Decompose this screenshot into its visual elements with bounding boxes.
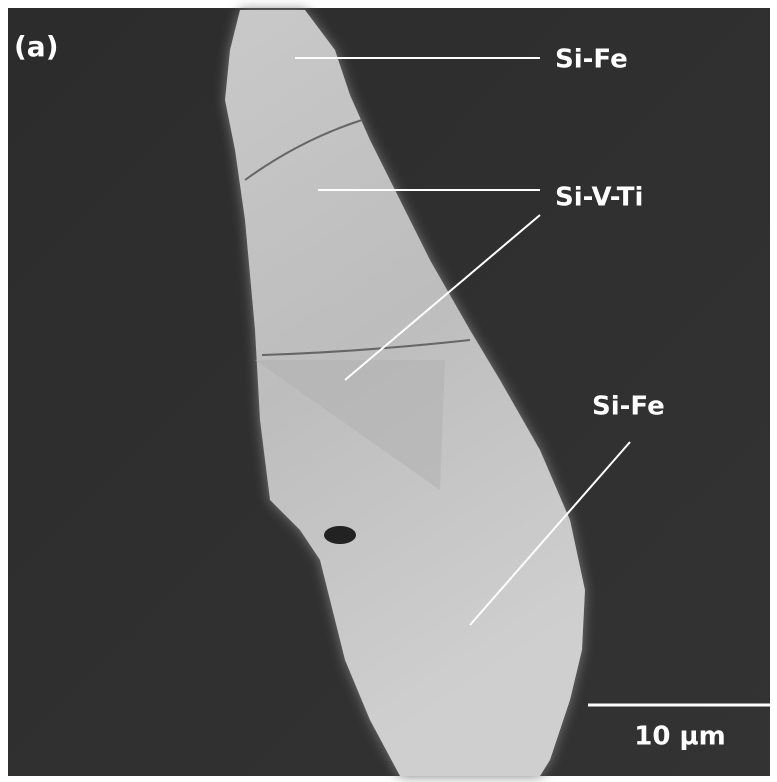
- pore: [324, 526, 356, 544]
- phase-label: Si-V-Ti: [555, 183, 643, 213]
- scale-bar-label: 10 µm: [634, 722, 725, 752]
- phase-label: Si-Fe: [555, 45, 628, 75]
- panel-label: (a): [14, 30, 59, 63]
- micrograph: (a) Si-Fe Si-V-Ti Si-Fe 10 µm: [0, 0, 777, 782]
- page: (a) Si-Fe Si-V-Ti Si-Fe 10 µm (() => { c…: [0, 0, 777, 782]
- phase-label: Si-Fe: [592, 392, 665, 422]
